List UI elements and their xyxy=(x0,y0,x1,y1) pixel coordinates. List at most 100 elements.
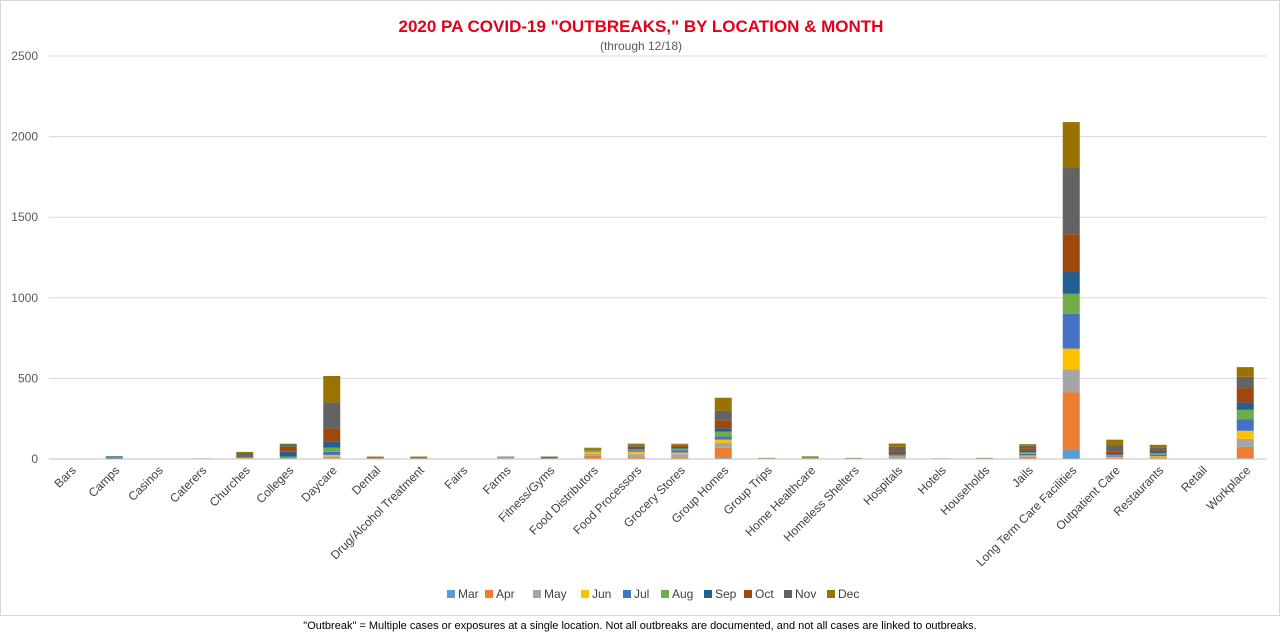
bar-segment xyxy=(1062,272,1080,294)
bar-segment xyxy=(714,447,732,458)
x-tick-label: Jails xyxy=(1009,463,1036,490)
bar-segment xyxy=(714,428,732,432)
bars xyxy=(62,122,1254,459)
bar-segment xyxy=(671,454,689,458)
legend-label: Oct xyxy=(755,587,774,601)
bar-segment xyxy=(1236,430,1254,439)
legend-label: Aug xyxy=(672,587,693,601)
x-tick-label: Homeless Shelters xyxy=(781,463,862,544)
bar-segment xyxy=(888,455,906,457)
bar-segment xyxy=(671,452,689,455)
bar-segment xyxy=(627,454,645,458)
bar-segment xyxy=(279,443,297,445)
bar-segment xyxy=(323,428,341,442)
y-tick-label: 2500 xyxy=(11,49,38,63)
bar-segment xyxy=(888,451,906,455)
x-tick-label: Caterers xyxy=(167,463,209,505)
x-tick-label: Hospitals xyxy=(861,463,906,508)
bar-segment xyxy=(1062,168,1080,235)
bar-segment xyxy=(410,456,428,458)
y-axis: 0 500 1000 1500 2000 2500 xyxy=(11,49,38,466)
chart-title: 2020 PA COVID-19 "OUTBREAKS," BY LOCATIO… xyxy=(399,17,884,36)
chart: 2020 PA COVID-19 "OUTBREAKS," BY LOCATIO… xyxy=(11,17,1267,601)
bar-segment xyxy=(584,453,602,456)
bar-segment xyxy=(627,457,645,459)
bar-segment xyxy=(888,443,906,447)
bar-segment xyxy=(1236,446,1254,459)
bar-segment xyxy=(323,402,341,429)
bar-segment xyxy=(236,455,254,457)
bar-segment xyxy=(1236,376,1254,389)
legend-label: Apr xyxy=(496,587,515,601)
bar-segment xyxy=(323,447,341,452)
legend-label: May xyxy=(544,587,567,601)
bar-segment xyxy=(671,450,689,453)
bar-segment xyxy=(627,448,645,450)
bar-segment xyxy=(1019,457,1037,459)
bar-segment xyxy=(671,445,689,447)
legend-swatch xyxy=(485,590,493,598)
bar-segment xyxy=(714,431,732,437)
bar-segment xyxy=(1062,122,1080,169)
bar-segment xyxy=(1149,447,1167,451)
bar-segment xyxy=(584,447,602,449)
y-tick-label: 1500 xyxy=(11,210,38,224)
bar-segment xyxy=(627,446,645,449)
legend-swatch xyxy=(581,590,589,598)
x-tick-label: Churches xyxy=(207,463,253,509)
bar-segment xyxy=(1236,419,1254,431)
bar-segment xyxy=(627,450,645,452)
x-tick-label: Daycare xyxy=(298,463,340,505)
bar-segment xyxy=(1149,444,1167,448)
bar-segment xyxy=(366,456,384,458)
bar-segment xyxy=(1019,445,1037,449)
bar-segment xyxy=(410,457,428,459)
bar-segment xyxy=(1019,456,1037,458)
bar-segment xyxy=(236,456,254,458)
footnote: "Outbreak" = Multiple cases or exposures… xyxy=(303,620,977,632)
bar-segment xyxy=(671,448,689,451)
bar-segment xyxy=(1149,450,1167,453)
bar-segment xyxy=(1062,313,1080,349)
bar-segment xyxy=(236,451,254,454)
bar-segment xyxy=(540,456,558,458)
legend-label: Jul xyxy=(634,587,649,601)
y-tick-label: 1000 xyxy=(11,291,38,305)
legend-label: Mar xyxy=(458,587,479,601)
bar-segment xyxy=(105,457,123,459)
x-tick-label: Camps xyxy=(86,463,123,500)
bar-segment xyxy=(627,451,645,455)
bar-segment xyxy=(279,456,297,459)
legend-swatch xyxy=(447,590,455,598)
bar-segment xyxy=(1149,454,1167,457)
bar-segment xyxy=(584,455,602,459)
legend-swatch xyxy=(623,590,631,598)
bar-segment xyxy=(323,457,341,459)
y-tick-label: 500 xyxy=(18,371,38,385)
bar-segment xyxy=(1019,444,1037,446)
bar-segment xyxy=(1062,392,1080,450)
legend-swatch xyxy=(827,590,835,598)
x-tick-label: Hotels xyxy=(915,463,949,497)
bar-segment xyxy=(1019,455,1037,457)
x-tick-label: Retail xyxy=(1178,463,1210,495)
legend-label: Jun xyxy=(592,587,611,601)
legend-swatch xyxy=(533,590,541,598)
bar-segment xyxy=(714,442,732,448)
bar-segment xyxy=(1236,388,1254,403)
bar-segment xyxy=(1019,453,1037,456)
bar-segment xyxy=(888,454,906,455)
bar-segment xyxy=(1019,450,1037,453)
bar-segment xyxy=(1149,457,1167,459)
bar-segment xyxy=(279,451,297,457)
bar-segment xyxy=(584,448,602,450)
bar-segment xyxy=(1062,449,1080,459)
bar-segment xyxy=(714,397,732,411)
bar-segment xyxy=(1106,457,1124,459)
bar-segment xyxy=(1062,369,1080,393)
bar-segment xyxy=(1106,455,1124,457)
legend-label: Nov xyxy=(795,587,816,601)
legend-label: Dec xyxy=(838,587,859,601)
bar-segment xyxy=(497,456,515,458)
